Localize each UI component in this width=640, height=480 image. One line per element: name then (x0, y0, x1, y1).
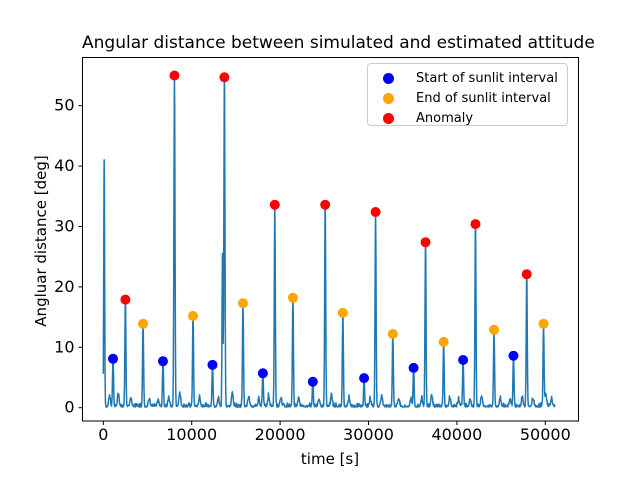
start-marker (307, 376, 318, 387)
end-marker (188, 310, 199, 321)
end-marker (138, 318, 149, 329)
start-marker (359, 373, 370, 384)
orange-dot-icon (383, 92, 394, 104)
legend: Start of sunlit interval End of sunlit i… (367, 63, 568, 126)
legend-label-start: Start of sunlit interval (416, 70, 558, 86)
legend-row-start: Start of sunlit interval (368, 68, 567, 88)
start-marker (408, 362, 419, 373)
chart-title: Angular distance between simulated and e… (82, 33, 595, 53)
start-marker (458, 354, 469, 365)
anomaly-marker (219, 72, 230, 83)
legend-row-anomaly: Anomaly (368, 108, 567, 128)
y-tick-label: 30 (54, 217, 74, 236)
blue-dot-icon (383, 72, 394, 84)
y-tick-label: 20 (54, 277, 74, 296)
x-tick-label: 20000 (255, 425, 306, 444)
x-tick-label: 40000 (431, 425, 482, 444)
anomaly-marker (420, 237, 431, 248)
x-tick-label: 10000 (166, 425, 217, 444)
x-tick-label: 30000 (343, 425, 394, 444)
x-tick-label: 0 (98, 425, 108, 444)
y-axis-label: Angluar distance [deg] (32, 155, 50, 327)
start-marker (157, 356, 168, 367)
legend-label-anomaly: Anomaly (416, 110, 474, 126)
start-marker (108, 353, 119, 364)
y-tick-label: 50 (54, 96, 74, 115)
start-marker (207, 359, 218, 370)
anomaly-marker (470, 219, 481, 230)
end-marker (237, 298, 248, 309)
x-tick-label: 50000 (520, 425, 571, 444)
anomaly-marker (169, 70, 180, 81)
anomaly-marker (521, 269, 532, 280)
anomaly-marker (320, 199, 331, 210)
anomaly-marker (370, 207, 381, 218)
anomaly-marker (269, 199, 280, 210)
start-marker (257, 368, 268, 379)
y-tick-label: 0 (64, 398, 74, 417)
start-marker (508, 350, 519, 361)
end-marker (337, 307, 348, 318)
legend-row-end: End of sunlit interval (368, 88, 567, 108)
axes-frame (82, 57, 579, 422)
y-tick-label: 40 (54, 156, 74, 175)
end-marker (387, 329, 398, 340)
end-marker (287, 292, 298, 303)
legend-label-end: End of sunlit interval (416, 90, 551, 106)
end-marker (538, 318, 549, 329)
end-marker (489, 324, 500, 335)
x-axis-label: time [s] (300, 450, 360, 468)
red-dot-icon (383, 112, 394, 124)
data-line (102, 73, 556, 408)
end-marker (438, 336, 449, 347)
anomaly-marker (120, 294, 131, 305)
y-tick-label: 10 (54, 337, 74, 356)
